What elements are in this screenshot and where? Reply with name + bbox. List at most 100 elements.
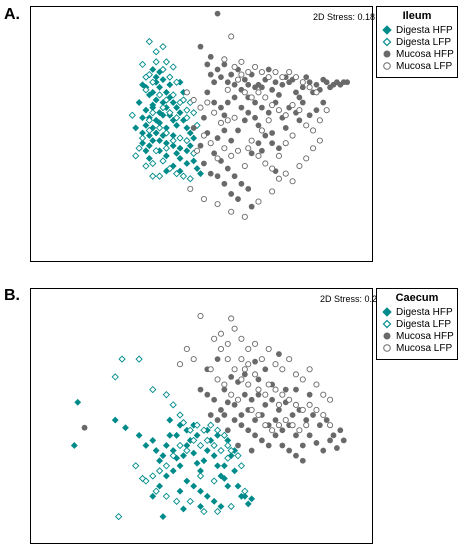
data-point [152,447,160,454]
ileum-legend-title: Ileum [402,10,432,22]
data-point [255,152,262,159]
data-point [255,411,262,419]
data-point [227,502,235,511]
data-point [145,126,153,135]
data-point [214,417,221,423]
data-point [269,86,276,93]
data-point [152,96,160,104]
data-point [207,53,214,60]
data-point [255,198,262,205]
data-point [179,172,188,180]
data-point [162,442,170,449]
data-point [201,160,207,167]
data-point [166,164,174,173]
data-point [149,385,157,394]
data-point [186,426,194,434]
data-point [142,73,150,81]
data-point [224,441,232,450]
filled-circle-icon [383,332,391,340]
data-point [235,127,241,134]
panel-a-label: A. [4,6,20,23]
data-point [224,99,231,106]
data-point [207,140,214,147]
data-point [218,407,224,413]
data-point [309,127,317,134]
data-point [180,452,187,460]
data-point [162,391,171,399]
data-point [313,440,320,446]
data-point [231,401,238,408]
data-point [279,366,286,373]
data-point [282,140,289,147]
data-point [211,79,218,86]
open-circle-icon [383,344,391,352]
data-point [269,188,276,195]
data-point [258,84,265,91]
data-point [142,121,150,129]
data-point [265,117,272,124]
data-point [210,441,218,450]
data-point [156,457,164,465]
data-point [214,66,221,73]
data-point [70,442,78,449]
data-point [224,165,231,172]
data-point [183,124,191,132]
data-point [197,170,204,178]
open-diamond-icon [382,37,392,47]
legend-label: Mucosa LFP [396,342,453,354]
data-point [299,79,306,86]
data-point [132,124,140,132]
data-point [145,37,153,46]
data-point [269,130,276,136]
data-point [289,412,296,418]
data-point [228,373,235,380]
data-point [276,407,282,413]
data-point [173,121,181,129]
data-point [241,213,248,220]
ileum-stress-label: 2D Stress: 0.18 [313,12,376,22]
data-point [159,157,167,165]
data-point [200,457,208,465]
ileum-legend: Ileum Digesta HFP Digesta LFP Mucosa HFP… [376,6,458,78]
data-point [197,503,204,510]
data-point [320,447,327,454]
data-point [190,134,198,142]
data-point [299,99,306,106]
data-point [139,114,146,122]
data-point [310,412,316,418]
data-point [169,401,177,409]
data-point [155,91,164,99]
data-point [238,335,245,342]
ileum-series-digesta-hfp [132,66,204,178]
data-point [159,111,167,119]
data-point [228,391,235,398]
data-point [224,482,232,490]
data-point [320,411,327,419]
data-point [169,136,177,145]
legend-label: Mucosa LFP [396,60,453,72]
data-point [193,431,201,439]
filled-circle-icon [383,50,391,58]
data-point [269,396,276,403]
data-point [248,203,255,210]
data-point [241,366,248,373]
data-point [224,399,231,406]
data-point [306,84,313,91]
data-point [303,122,310,129]
data-point [193,421,201,429]
data-point [149,137,157,145]
data-point [241,89,248,96]
data-point [162,472,170,480]
data-point [241,371,248,378]
data-point [252,432,258,439]
data-point [262,94,269,101]
data-point [135,431,143,439]
data-point [221,56,228,63]
data-point [183,477,191,485]
data-point [196,472,205,480]
data-point [204,99,211,106]
data-point [183,345,190,353]
legend-label: Digesta HFP [396,24,453,36]
data-point [238,376,245,383]
data-point [228,33,235,40]
